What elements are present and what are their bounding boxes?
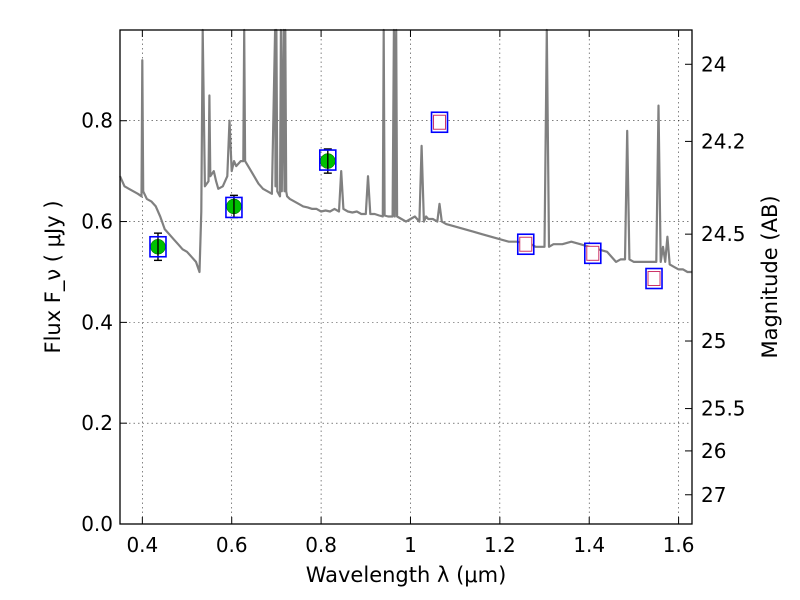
x-tick-label: 1.4 bbox=[573, 533, 605, 557]
y2-tick-label: 25.5 bbox=[701, 397, 746, 421]
model-spectrum bbox=[118, 28, 692, 274]
x-tick-label: 0.4 bbox=[126, 533, 158, 557]
upper-limit-square bbox=[433, 114, 447, 130]
y2-tick-label: 25 bbox=[701, 329, 726, 353]
model-box-point bbox=[516, 233, 535, 256]
model-box-point bbox=[430, 111, 449, 134]
axis-ticks: 0.4 0.6 0.8 1 1.2 1.4 1.6 0.0 0.2 0.4 0.6 0.8 24 24.2… bbox=[81, 30, 746, 557]
spectrum-line bbox=[118, 28, 692, 274]
y-tick-label: 0.0 bbox=[81, 512, 113, 536]
y2-tick-label: 27 bbox=[701, 483, 726, 507]
y-tick-label: 0.8 bbox=[81, 109, 113, 133]
x-axis-label: Wavelength λ (μm) bbox=[306, 563, 507, 587]
y2-tick-label: 24 bbox=[701, 52, 726, 76]
x-tick-label: 1.2 bbox=[484, 533, 516, 557]
model-box-point bbox=[318, 149, 337, 171]
photometry-markers bbox=[149, 111, 663, 290]
y-tick-label: 0.6 bbox=[81, 210, 113, 234]
x-tick-label: 1.6 bbox=[663, 533, 695, 557]
x-tick-label: 1 bbox=[404, 533, 417, 557]
y2-tick-label: 26 bbox=[701, 439, 726, 463]
y-axis-label: Flux F_ν ( μJy ) bbox=[41, 200, 66, 353]
upper-limit-square bbox=[647, 271, 661, 287]
x-tick-label: 0.6 bbox=[216, 533, 248, 557]
model-box-point bbox=[583, 242, 602, 265]
x-tick-label: 0.8 bbox=[305, 533, 337, 557]
model-box-point bbox=[645, 267, 663, 290]
y2-tick-label: 24.2 bbox=[701, 129, 746, 153]
y2-tick-label: 24.5 bbox=[701, 222, 746, 246]
upper-limit-square bbox=[586, 245, 600, 261]
y-tick-label: 0.2 bbox=[81, 411, 113, 435]
model-box-point bbox=[225, 196, 243, 219]
upper-limit-square bbox=[519, 236, 533, 252]
model-box-point bbox=[149, 235, 167, 258]
y2-axis-label: Magnitude (AB) bbox=[758, 195, 782, 358]
grid-lines bbox=[120, 30, 692, 525]
y-tick-label: 0.4 bbox=[81, 310, 113, 334]
plot-frame bbox=[119, 29, 693, 525]
